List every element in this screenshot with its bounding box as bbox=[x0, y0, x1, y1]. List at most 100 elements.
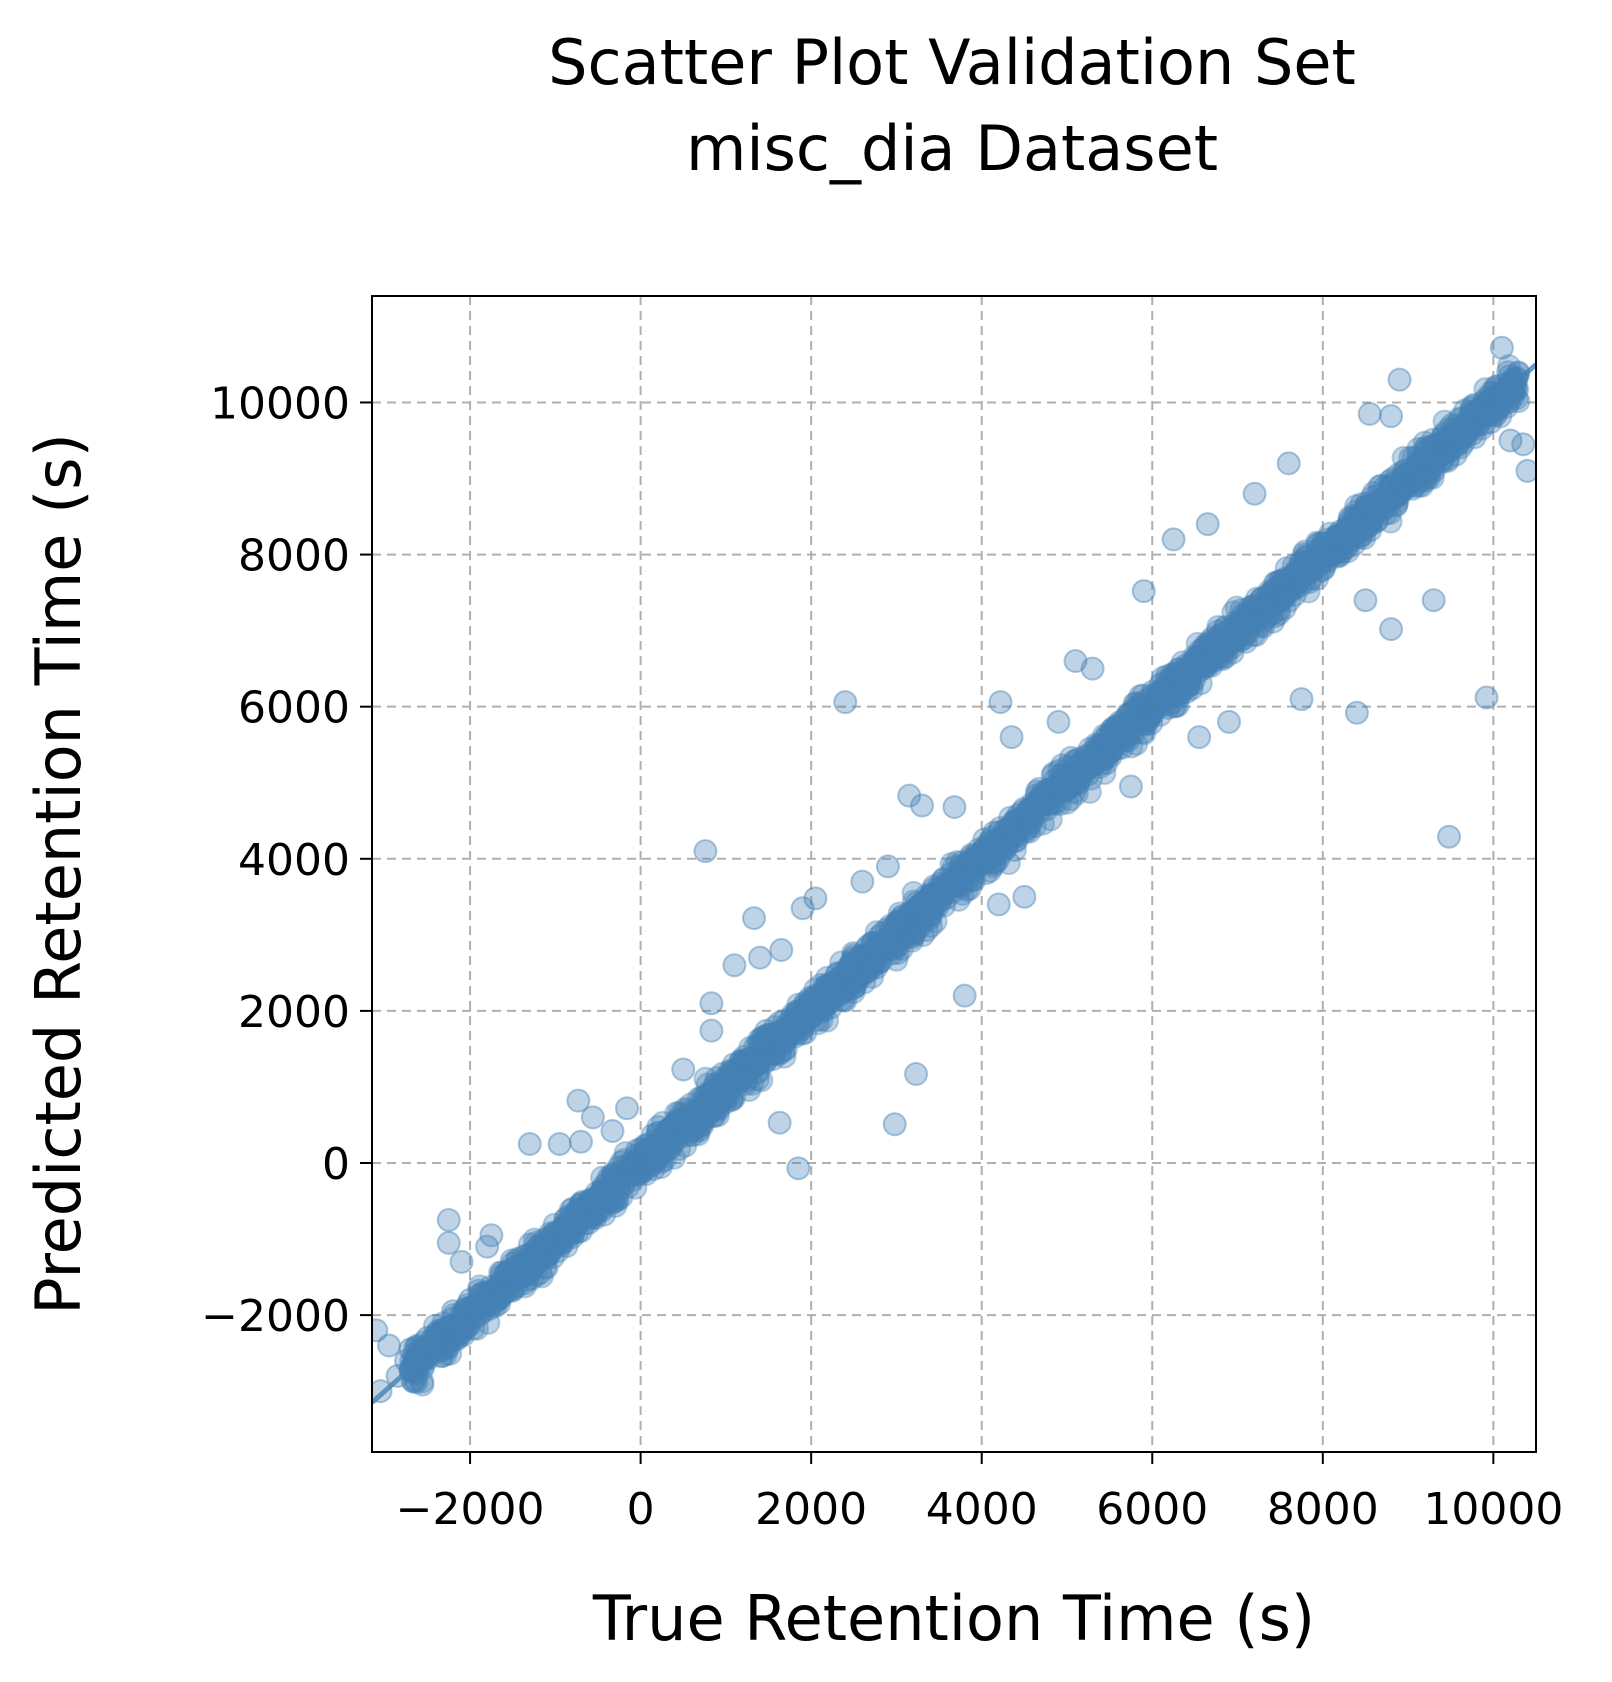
data-point bbox=[550, 1231, 575, 1256]
data-point bbox=[919, 881, 944, 906]
data-point bbox=[935, 874, 960, 899]
data-point bbox=[1122, 691, 1147, 716]
data-point bbox=[540, 1230, 565, 1255]
data-point bbox=[1273, 574, 1298, 599]
data-point bbox=[1076, 751, 1101, 776]
data-point bbox=[620, 1151, 645, 1176]
data-point bbox=[854, 943, 879, 968]
data-point bbox=[1461, 403, 1486, 428]
data-point bbox=[999, 816, 1024, 841]
data-point bbox=[816, 991, 841, 1016]
data-point bbox=[444, 1316, 469, 1341]
data-point bbox=[719, 1073, 744, 1098]
data-point bbox=[699, 1018, 724, 1043]
data-point bbox=[1156, 695, 1181, 720]
data-point bbox=[438, 1324, 463, 1349]
data-point bbox=[892, 917, 917, 942]
data-point bbox=[1065, 771, 1090, 796]
data-point bbox=[1426, 442, 1451, 467]
data-point bbox=[445, 1323, 470, 1348]
data-point bbox=[1200, 641, 1225, 666]
data-point bbox=[675, 1111, 700, 1136]
data-point bbox=[604, 1166, 629, 1191]
data-point bbox=[965, 853, 990, 878]
data-point bbox=[458, 1305, 483, 1330]
data-point bbox=[941, 874, 966, 899]
data-point bbox=[1402, 474, 1427, 499]
data-point bbox=[1323, 530, 1348, 555]
data-point bbox=[1173, 665, 1198, 690]
data-point bbox=[601, 1163, 626, 1188]
data-point bbox=[1430, 436, 1455, 461]
data-point bbox=[1086, 733, 1111, 758]
data-point bbox=[1244, 586, 1269, 611]
data-point bbox=[515, 1242, 540, 1267]
data-point bbox=[947, 857, 972, 882]
data-point bbox=[1485, 382, 1510, 407]
data-point bbox=[517, 1131, 542, 1156]
data-point bbox=[960, 863, 985, 888]
data-point bbox=[478, 1274, 503, 1299]
data-point bbox=[545, 1239, 570, 1264]
data-point bbox=[555, 1220, 580, 1245]
data-point bbox=[988, 690, 1013, 715]
data-point bbox=[1179, 676, 1204, 701]
data-point bbox=[833, 964, 858, 989]
data-point bbox=[794, 994, 819, 1019]
data-point bbox=[1336, 531, 1361, 556]
data-point bbox=[980, 854, 1005, 879]
data-point bbox=[1358, 504, 1383, 529]
data-point bbox=[1124, 702, 1149, 727]
data-point bbox=[411, 1352, 436, 1377]
data-point bbox=[920, 877, 945, 902]
data-point bbox=[445, 1315, 470, 1340]
data-point bbox=[581, 1202, 606, 1227]
data-point bbox=[1295, 559, 1320, 584]
data-point bbox=[1275, 573, 1300, 598]
data-point bbox=[1144, 687, 1169, 712]
data-point bbox=[1175, 658, 1200, 683]
data-point bbox=[684, 1101, 709, 1126]
data-point bbox=[552, 1221, 577, 1246]
data-point bbox=[838, 963, 863, 988]
data-point bbox=[809, 1007, 834, 1032]
data-point bbox=[1413, 465, 1438, 490]
data-point bbox=[1377, 475, 1402, 500]
data-point bbox=[671, 1057, 696, 1082]
data-point bbox=[565, 1212, 590, 1237]
data-point bbox=[1374, 489, 1399, 514]
data-point bbox=[476, 1282, 501, 1307]
data-point bbox=[485, 1279, 510, 1304]
data-point bbox=[1205, 630, 1230, 655]
data-point bbox=[1064, 754, 1089, 779]
data-point bbox=[696, 1086, 721, 1111]
data-point bbox=[1335, 539, 1360, 564]
data-point bbox=[1426, 433, 1451, 458]
data-point bbox=[472, 1294, 497, 1319]
data-point bbox=[1430, 437, 1455, 462]
data-point bbox=[1387, 367, 1412, 392]
data-point bbox=[730, 1062, 755, 1087]
data-point bbox=[1289, 687, 1314, 712]
data-point bbox=[1201, 649, 1226, 674]
data-point bbox=[1105, 717, 1130, 742]
data-point bbox=[605, 1188, 630, 1213]
data-point bbox=[1334, 515, 1359, 540]
data-point bbox=[1498, 371, 1523, 396]
data-point bbox=[1284, 558, 1309, 583]
data-point bbox=[1151, 679, 1176, 704]
data-point bbox=[842, 975, 867, 1000]
data-point bbox=[986, 847, 1011, 872]
data-point bbox=[1392, 464, 1417, 489]
data-point bbox=[1496, 360, 1521, 385]
data-point bbox=[1483, 391, 1508, 416]
data-point bbox=[454, 1308, 479, 1333]
data-point bbox=[1229, 598, 1254, 623]
data-point bbox=[547, 1131, 572, 1156]
data-point bbox=[1361, 493, 1386, 518]
data-point bbox=[1166, 657, 1191, 682]
data-point bbox=[410, 1356, 435, 1381]
data-point bbox=[830, 966, 855, 991]
data-point bbox=[415, 1344, 440, 1369]
